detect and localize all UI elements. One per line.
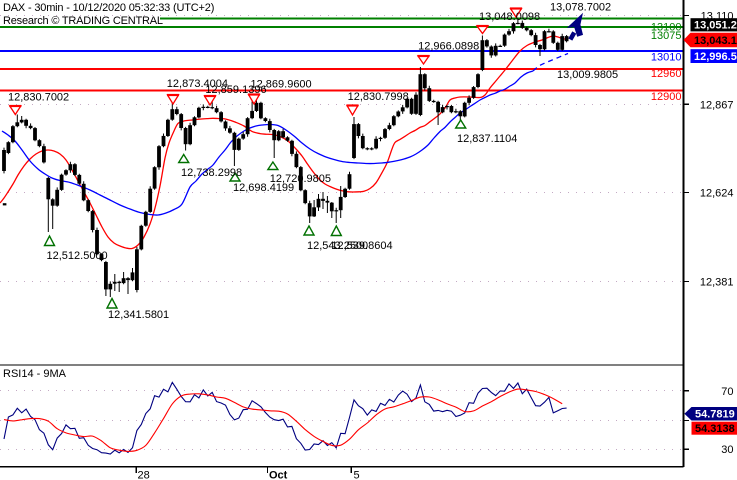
svg-text:12,966.0898: 12,966.0898	[418, 41, 479, 53]
svg-text:12,539.8604: 12,539.8604	[331, 240, 392, 252]
svg-text:12,543.2500: 12,543.2500	[307, 240, 368, 252]
svg-text:30: 30	[721, 444, 733, 456]
svg-text:54.7819: 54.7819	[695, 409, 735, 421]
svg-text:12,381: 12,381	[700, 277, 734, 289]
svg-text:Research © TRADING CENTRAL: Research © TRADING CENTRAL	[3, 15, 163, 27]
svg-text:13,043.1699: 13,043.1699	[694, 35, 737, 47]
svg-text:5: 5	[354, 470, 360, 480]
svg-text:13,051.2998: 13,051.2998	[694, 20, 737, 32]
svg-text:12,720.9805: 12,720.9805	[270, 173, 331, 185]
svg-text:12,859.1396: 12,859.1396	[205, 84, 266, 96]
svg-text:12,837.1104: 12,837.1104	[457, 133, 517, 145]
svg-text:13,048.0098: 13,048.0098	[479, 11, 540, 23]
svg-text:12,830.7998: 12,830.7998	[348, 91, 409, 103]
svg-text:12,512.5000: 12,512.5000	[47, 250, 108, 262]
svg-text:13075: 13075	[651, 30, 682, 42]
svg-text:12,738.2998: 12,738.2998	[181, 167, 242, 179]
svg-text:12960: 12960	[651, 68, 682, 80]
svg-text:13,009.9805: 13,009.9805	[557, 69, 618, 81]
svg-text:28: 28	[138, 470, 150, 480]
svg-text:12,869.9600: 12,869.9600	[251, 79, 312, 91]
svg-text:13010: 13010	[651, 52, 682, 64]
svg-text:12,830.7002: 12,830.7002	[8, 92, 69, 104]
svg-text:70: 70	[721, 386, 733, 398]
svg-text:Oct: Oct	[269, 470, 288, 480]
svg-text:12,873.4004: 12,873.4004	[167, 78, 228, 90]
svg-text:12,698.4199: 12,698.4199	[233, 182, 294, 194]
svg-text:12,867: 12,867	[700, 99, 734, 111]
svg-text:DAX - 30min - 10/12/2020 05:32: DAX - 30min - 10/12/2020 05:32:33 (UTC+2…	[3, 2, 214, 14]
svg-text:RSI14 - 9MA: RSI14 - 9MA	[3, 368, 67, 380]
svg-text:12,996.5801: 12,996.5801	[694, 51, 737, 63]
svg-text:54.3138: 54.3138	[695, 423, 735, 435]
svg-text:12,341.5801: 12,341.5801	[108, 309, 169, 321]
svg-text:12900: 12900	[651, 91, 682, 103]
svg-text:13100: 13100	[651, 22, 682, 34]
svg-text:13,078.7002: 13,078.7002	[550, 2, 611, 14]
svg-text:12,624: 12,624	[700, 188, 734, 200]
